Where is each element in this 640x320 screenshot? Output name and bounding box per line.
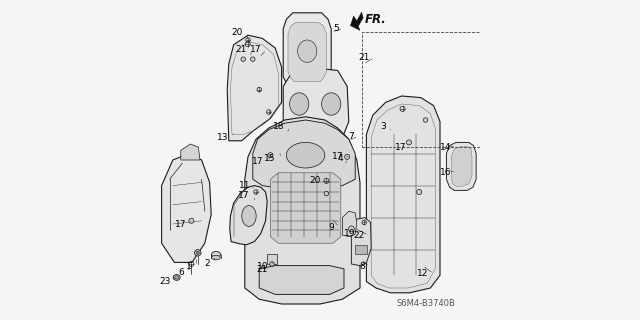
Text: 20: 20 <box>231 28 243 37</box>
Ellipse shape <box>173 275 180 280</box>
Text: 14: 14 <box>440 143 451 152</box>
Text: 21: 21 <box>257 265 268 274</box>
Polygon shape <box>366 96 440 293</box>
Polygon shape <box>451 147 472 186</box>
Polygon shape <box>245 117 360 304</box>
Circle shape <box>250 57 255 61</box>
Polygon shape <box>288 22 326 82</box>
Polygon shape <box>259 266 344 294</box>
Ellipse shape <box>289 93 309 115</box>
Polygon shape <box>342 211 357 237</box>
Circle shape <box>406 140 412 145</box>
Bar <box>362 32 480 147</box>
Text: 12: 12 <box>417 269 429 278</box>
Circle shape <box>189 218 194 223</box>
Text: 7: 7 <box>348 132 354 140</box>
Ellipse shape <box>287 142 325 168</box>
Text: 22: 22 <box>353 231 364 240</box>
Text: 15: 15 <box>264 154 276 163</box>
Text: 1: 1 <box>186 262 192 271</box>
Circle shape <box>195 250 201 256</box>
Polygon shape <box>227 35 282 141</box>
Text: 17: 17 <box>175 220 186 229</box>
Bar <box>355 245 367 254</box>
Polygon shape <box>283 67 349 146</box>
Text: 10: 10 <box>257 262 268 271</box>
Text: 21: 21 <box>358 53 370 62</box>
Polygon shape <box>351 218 371 266</box>
Circle shape <box>196 251 200 254</box>
Polygon shape <box>268 254 277 264</box>
Text: S6M4-B3740B: S6M4-B3740B <box>396 299 455 308</box>
Text: 17: 17 <box>395 143 406 152</box>
Text: 21: 21 <box>236 45 247 54</box>
Ellipse shape <box>175 276 179 279</box>
Text: 23: 23 <box>159 277 170 286</box>
Text: 6: 6 <box>179 268 184 277</box>
Ellipse shape <box>211 252 220 257</box>
Text: 17: 17 <box>332 152 344 161</box>
Text: 2: 2 <box>205 259 210 268</box>
Circle shape <box>349 226 355 232</box>
Text: 17: 17 <box>252 157 263 166</box>
Text: 17: 17 <box>238 191 250 200</box>
Circle shape <box>417 189 422 195</box>
Ellipse shape <box>242 206 256 227</box>
Text: 5: 5 <box>333 24 339 33</box>
Text: 16: 16 <box>440 168 451 177</box>
Circle shape <box>268 153 273 158</box>
Polygon shape <box>270 173 340 243</box>
Polygon shape <box>447 142 476 190</box>
Ellipse shape <box>322 93 341 115</box>
Circle shape <box>241 57 246 61</box>
Polygon shape <box>230 186 268 245</box>
Text: 8: 8 <box>359 262 365 271</box>
Polygon shape <box>253 120 355 189</box>
Text: 4: 4 <box>337 154 343 163</box>
Text: 18: 18 <box>273 122 284 131</box>
Circle shape <box>324 191 329 196</box>
Text: 9: 9 <box>329 223 334 232</box>
Polygon shape <box>181 144 200 160</box>
Text: 3: 3 <box>380 122 385 131</box>
Text: 13: 13 <box>217 133 228 142</box>
Circle shape <box>344 154 349 159</box>
Ellipse shape <box>211 255 220 260</box>
Circle shape <box>270 262 275 266</box>
Text: 19: 19 <box>344 229 355 238</box>
Polygon shape <box>161 154 211 262</box>
Ellipse shape <box>298 40 317 62</box>
Text: FR.: FR. <box>365 13 387 26</box>
Text: 11: 11 <box>239 181 251 190</box>
Text: 17: 17 <box>250 45 262 54</box>
Polygon shape <box>283 13 332 90</box>
Circle shape <box>423 118 428 122</box>
Polygon shape <box>351 12 364 30</box>
Text: 20: 20 <box>310 176 321 185</box>
